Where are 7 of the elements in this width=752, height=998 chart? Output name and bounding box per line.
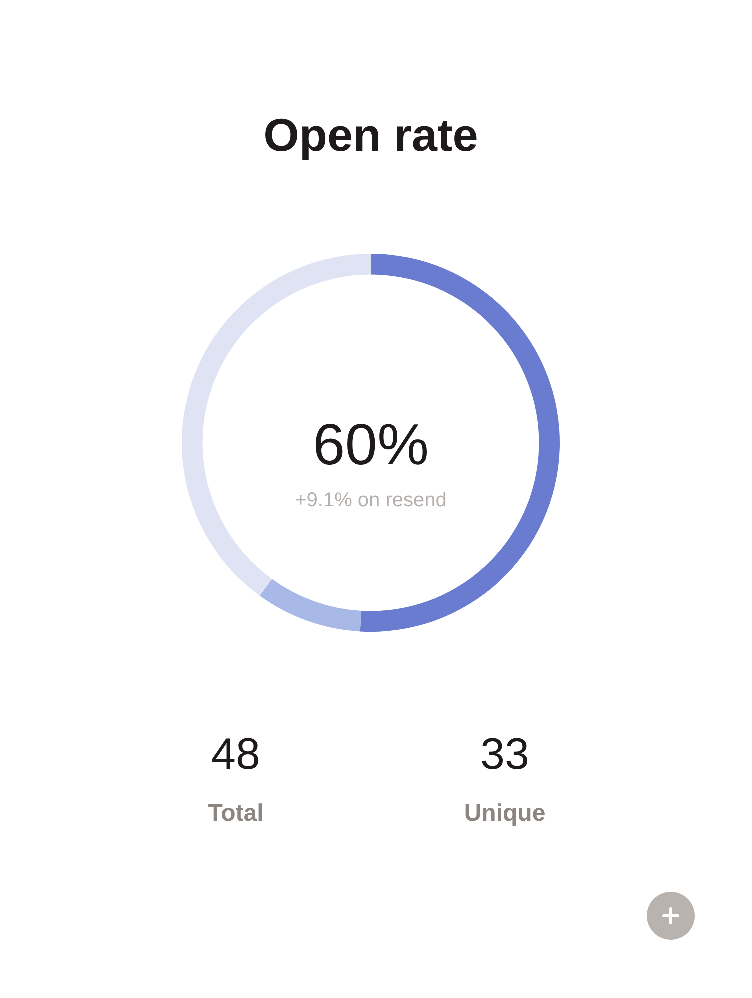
text: Total xyxy=(208,800,264,828)
chart-title: Open rate xyxy=(264,108,478,162)
text: 60% xyxy=(312,412,430,478)
text: Unique xyxy=(464,800,546,828)
text: 48 xyxy=(212,730,260,780)
text: 33 xyxy=(480,730,530,780)
text: +9.1% on resend xyxy=(295,490,447,512)
